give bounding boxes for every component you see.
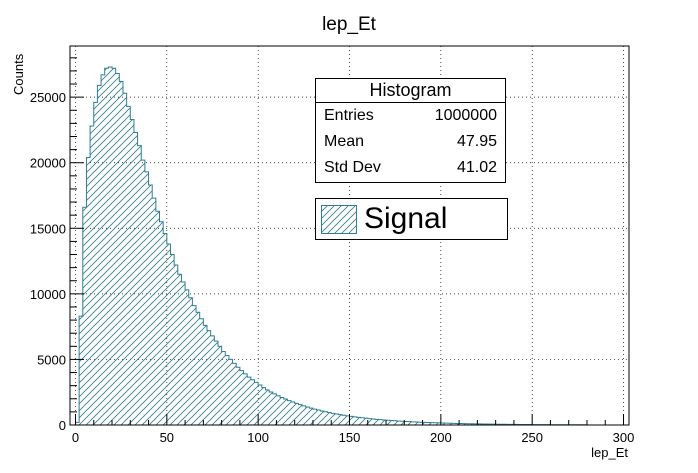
stats-label: Std Dev — [324, 159, 381, 176]
y-tick-label: 5000 — [37, 352, 66, 367]
stats-label: Entries — [324, 107, 374, 124]
x-tick-label: 100 — [247, 430, 269, 445]
histogram-fill — [75, 66, 587, 425]
x-tick-label: 150 — [339, 430, 361, 445]
chart-title: lep_Et — [322, 14, 376, 35]
stats-value: 41.02 — [456, 159, 497, 176]
stats-row-stddev: Std Dev 41.02 — [316, 155, 505, 181]
x-tick-label: 300 — [613, 430, 635, 445]
stats-label: Mean — [324, 133, 365, 150]
y-axis-label: Counts — [11, 53, 26, 95]
y-tick-label: 0 — [59, 418, 66, 433]
x-axis-label: lep_Et — [591, 445, 628, 460]
y-tick-label: 20000 — [30, 156, 66, 171]
x-tick-label: 250 — [521, 430, 543, 445]
x-tick-label: 200 — [430, 430, 452, 445]
legend-swatch-icon — [321, 205, 357, 234]
stats-title: Histogram — [316, 79, 505, 103]
x-tick-label: 50 — [160, 430, 174, 445]
y-tick-label: 15000 — [30, 221, 66, 236]
legend: Signal — [315, 198, 508, 240]
y-tick-label: 10000 — [30, 287, 66, 302]
legend-label: Signal — [364, 202, 448, 235]
stats-value: 47.95 — [456, 133, 497, 150]
histogram-outline — [74, 66, 588, 426]
stats-row-mean: Mean 47.95 — [316, 129, 505, 155]
y-tick-label: 25000 — [30, 90, 66, 105]
stats-value: 1000000 — [434, 107, 497, 124]
stats-row-entries: Entries 1000000 — [316, 103, 505, 129]
stats-box: Histogram Entries 1000000 Mean 47.95 Std… — [315, 78, 506, 183]
x-tick-label: 0 — [72, 430, 79, 445]
axes: 0 50 100 150 200 250 300 0 5000 10000 15000 20000 25… — [30, 57, 635, 445]
